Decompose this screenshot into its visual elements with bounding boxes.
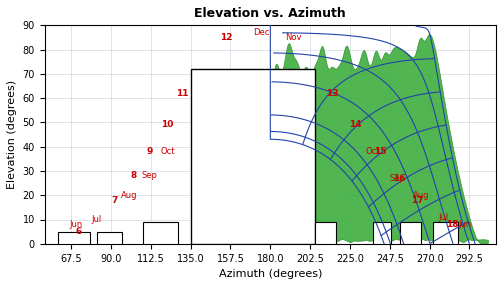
Bar: [97, 232, 122, 244]
Text: Aug: Aug: [120, 191, 137, 200]
Text: 7: 7: [111, 196, 118, 204]
Text: 13: 13: [326, 89, 339, 98]
Bar: [399, 222, 421, 244]
Text: Oct: Oct: [366, 147, 380, 156]
Text: Jun: Jun: [69, 220, 82, 229]
Text: 6: 6: [76, 227, 82, 236]
Text: Jul: Jul: [92, 215, 102, 224]
Text: 15: 15: [374, 147, 386, 156]
Text: 11: 11: [176, 89, 188, 98]
Text: 14: 14: [349, 120, 362, 129]
Text: Sep: Sep: [390, 174, 406, 183]
Bar: [433, 222, 458, 244]
Text: Sep: Sep: [142, 171, 158, 180]
Text: 17: 17: [411, 196, 424, 204]
Text: 9: 9: [147, 147, 153, 156]
Text: Aug: Aug: [412, 191, 429, 200]
Bar: [314, 222, 336, 244]
Text: 12: 12: [220, 33, 232, 42]
Bar: [191, 69, 314, 244]
Bar: [58, 232, 90, 244]
Text: Jun: Jun: [458, 220, 472, 229]
Text: Dec: Dec: [254, 28, 270, 37]
Bar: [143, 222, 178, 244]
Text: Jul: Jul: [439, 212, 449, 222]
Text: 18: 18: [447, 220, 459, 229]
Text: 10: 10: [161, 120, 174, 129]
Text: 8: 8: [131, 171, 137, 180]
Y-axis label: Elevation (degrees): Elevation (degrees): [7, 80, 17, 189]
Text: Nov: Nov: [285, 33, 302, 42]
Text: 16: 16: [393, 174, 406, 183]
Text: Oct: Oct: [160, 147, 175, 156]
Title: Elevation vs. Azimuth: Elevation vs. Azimuth: [195, 7, 346, 20]
Bar: [373, 222, 391, 244]
X-axis label: Azimuth (degrees): Azimuth (degrees): [219, 269, 322, 279]
